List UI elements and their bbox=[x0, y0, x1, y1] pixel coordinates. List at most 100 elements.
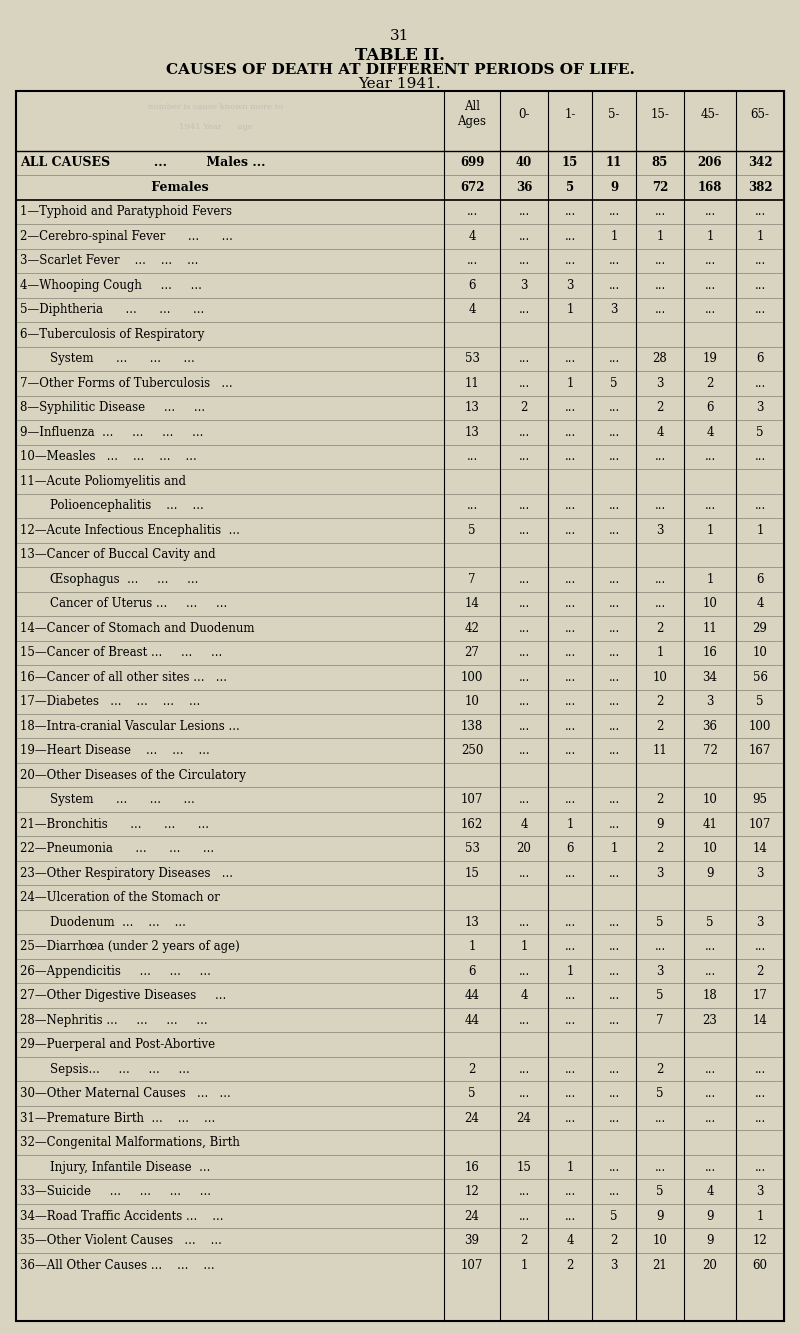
Text: Year 1941.: Year 1941. bbox=[358, 77, 442, 91]
Text: 14: 14 bbox=[753, 1014, 767, 1027]
Text: ...: ... bbox=[518, 1063, 530, 1075]
Text: 12: 12 bbox=[465, 1185, 479, 1198]
Text: ...: ... bbox=[518, 499, 530, 512]
Text: ...: ... bbox=[608, 915, 620, 928]
Text: ...: ... bbox=[704, 205, 716, 219]
Text: ...: ... bbox=[608, 988, 620, 1002]
Text: 12—Acute Infectious Encephalitis  ...: 12—Acute Infectious Encephalitis ... bbox=[20, 524, 240, 536]
Text: 162: 162 bbox=[461, 818, 483, 831]
Text: 3: 3 bbox=[756, 915, 764, 928]
Text: ...: ... bbox=[754, 378, 766, 390]
Text: number is cause known more to: number is cause known more to bbox=[149, 104, 283, 111]
Text: 382: 382 bbox=[748, 181, 772, 193]
Text: ...: ... bbox=[518, 622, 530, 635]
Text: 13—Cancer of Buccal Cavity and: 13—Cancer of Buccal Cavity and bbox=[20, 548, 216, 562]
Text: 168: 168 bbox=[698, 181, 722, 193]
Text: 42: 42 bbox=[465, 622, 479, 635]
Text: ...: ... bbox=[518, 598, 530, 610]
Text: 6: 6 bbox=[756, 572, 764, 586]
Text: 7: 7 bbox=[656, 1014, 664, 1027]
Text: ...: ... bbox=[564, 671, 576, 684]
Text: ...: ... bbox=[518, 794, 530, 806]
Text: ...: ... bbox=[518, 720, 530, 732]
Text: ...: ... bbox=[608, 572, 620, 586]
Text: 10: 10 bbox=[653, 671, 667, 684]
Text: 699: 699 bbox=[460, 156, 484, 169]
Text: ...: ... bbox=[608, 426, 620, 439]
Text: 5: 5 bbox=[706, 915, 714, 928]
Text: 36: 36 bbox=[516, 181, 532, 193]
Text: 2: 2 bbox=[468, 1063, 476, 1075]
Text: 107: 107 bbox=[749, 818, 771, 831]
Text: 14—Cancer of Stomach and Duodenum: 14—Cancer of Stomach and Duodenum bbox=[20, 622, 254, 635]
Text: 5: 5 bbox=[656, 1087, 664, 1101]
Text: ...: ... bbox=[564, 915, 576, 928]
Text: 2: 2 bbox=[656, 402, 664, 415]
Text: 10: 10 bbox=[653, 1234, 667, 1247]
Text: 24: 24 bbox=[465, 1210, 479, 1222]
Text: 2: 2 bbox=[656, 695, 664, 708]
Text: 5: 5 bbox=[656, 988, 664, 1002]
Text: 3: 3 bbox=[756, 1185, 764, 1198]
Text: ...: ... bbox=[608, 499, 620, 512]
Text: 5: 5 bbox=[468, 1087, 476, 1101]
Text: 10: 10 bbox=[702, 598, 718, 610]
Text: ...: ... bbox=[754, 279, 766, 292]
Text: Sepsis...     ...     ...     ...: Sepsis... ... ... ... bbox=[20, 1063, 190, 1075]
Text: 3: 3 bbox=[656, 867, 664, 879]
Text: 9: 9 bbox=[706, 867, 714, 879]
Text: 1—Typhoid and Paratyphoid Fevers: 1—Typhoid and Paratyphoid Fevers bbox=[20, 205, 232, 219]
Text: ...: ... bbox=[608, 352, 620, 366]
Text: 2: 2 bbox=[756, 964, 764, 978]
Text: 2: 2 bbox=[520, 402, 528, 415]
Text: 6: 6 bbox=[756, 352, 764, 366]
Text: 2: 2 bbox=[656, 842, 664, 855]
Text: ...: ... bbox=[564, 229, 576, 243]
Text: 10: 10 bbox=[702, 842, 718, 855]
Text: 206: 206 bbox=[698, 156, 722, 169]
Text: ...: ... bbox=[654, 572, 666, 586]
Text: 2: 2 bbox=[610, 1234, 618, 1247]
Text: 41: 41 bbox=[702, 818, 718, 831]
Text: ...: ... bbox=[518, 524, 530, 536]
Text: 25—Diarrhœa (under 2 years of age): 25—Diarrhœa (under 2 years of age) bbox=[20, 940, 240, 954]
Text: 5: 5 bbox=[610, 1210, 618, 1222]
Text: CAUSES OF DEATH AT DIFFERENT PERIODS OF LIFE.: CAUSES OF DEATH AT DIFFERENT PERIODS OF … bbox=[166, 63, 634, 76]
Text: 100: 100 bbox=[749, 720, 771, 732]
Text: ...: ... bbox=[564, 867, 576, 879]
Text: 3: 3 bbox=[520, 279, 528, 292]
Text: ALL CAUSES          ...         Males ...: ALL CAUSES ... Males ... bbox=[20, 156, 266, 169]
Text: ...: ... bbox=[704, 1111, 716, 1125]
Text: 34: 34 bbox=[702, 671, 718, 684]
Text: ...: ... bbox=[654, 1111, 666, 1125]
Text: ...: ... bbox=[564, 598, 576, 610]
Text: ...: ... bbox=[518, 303, 530, 316]
Text: 11: 11 bbox=[465, 378, 479, 390]
Text: 100: 100 bbox=[461, 671, 483, 684]
Text: 6: 6 bbox=[706, 402, 714, 415]
Text: 10—Measles   ...    ...    ...    ...: 10—Measles ... ... ... ... bbox=[20, 451, 197, 463]
Text: ...: ... bbox=[608, 1063, 620, 1075]
Text: 20—Other Diseases of the Circulatory: 20—Other Diseases of the Circulatory bbox=[20, 768, 246, 782]
Text: 5: 5 bbox=[656, 1185, 664, 1198]
Text: ...: ... bbox=[518, 572, 530, 586]
Text: ...: ... bbox=[608, 744, 620, 758]
Text: 13: 13 bbox=[465, 402, 479, 415]
Text: 2: 2 bbox=[520, 1234, 528, 1247]
Text: ...: ... bbox=[518, 1185, 530, 1198]
Text: 1: 1 bbox=[566, 818, 574, 831]
Text: 4—Whooping Cough     ...     ...: 4—Whooping Cough ... ... bbox=[20, 279, 202, 292]
Text: ...: ... bbox=[466, 499, 478, 512]
Text: ...: ... bbox=[518, 695, 530, 708]
Text: 28: 28 bbox=[653, 352, 667, 366]
Text: 4: 4 bbox=[468, 229, 476, 243]
Text: ...: ... bbox=[608, 1014, 620, 1027]
Text: 9: 9 bbox=[706, 1234, 714, 1247]
Text: 1: 1 bbox=[610, 229, 618, 243]
Text: ...: ... bbox=[754, 1063, 766, 1075]
Text: 1-: 1- bbox=[564, 108, 576, 120]
Text: ...: ... bbox=[518, 744, 530, 758]
Text: 32—Congenital Malformations, Birth: 32—Congenital Malformations, Birth bbox=[20, 1137, 240, 1149]
Text: 20: 20 bbox=[517, 842, 531, 855]
Text: 3: 3 bbox=[610, 303, 618, 316]
